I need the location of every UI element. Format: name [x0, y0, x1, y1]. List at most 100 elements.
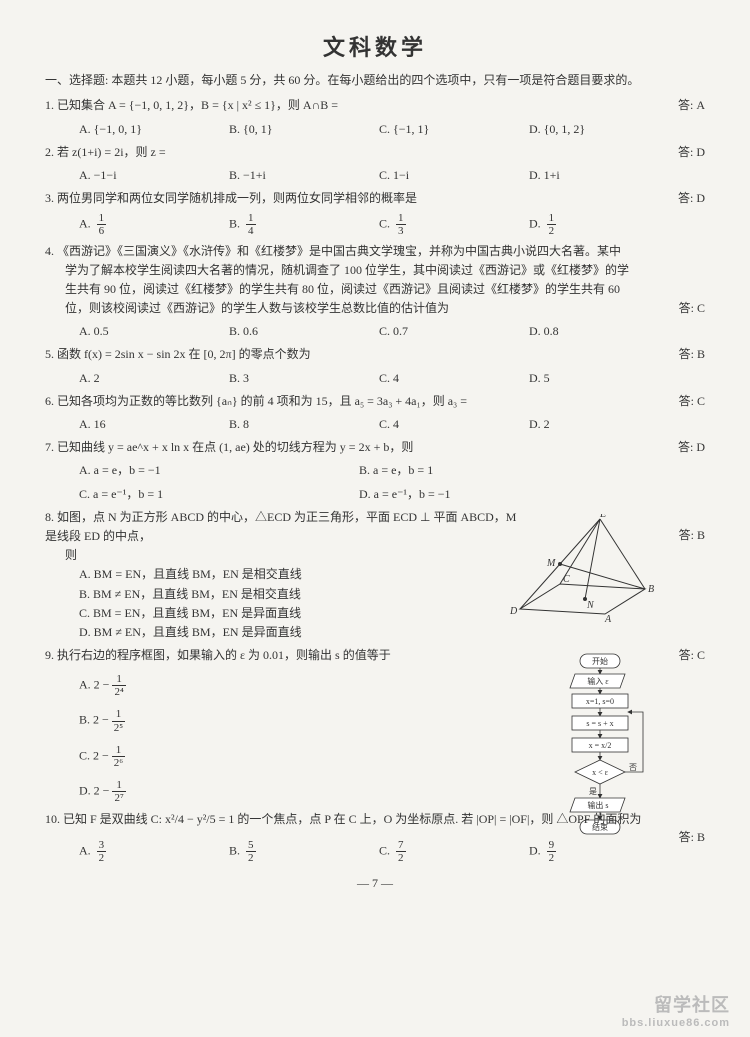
- q4-line2: 学为了解本校学生阅读四大名著的情况，随机调查了 100 位学生，其中阅读过《西游…: [65, 261, 645, 280]
- question-10: 10. 已知 F 是双曲线 C: x²/4 − y²/5 = 1 的一个焦点，点…: [45, 810, 705, 829]
- q5-options: A. 2 B. 3 C. 4 D. 5: [79, 369, 705, 388]
- flow-cond: x < ε: [592, 768, 609, 777]
- q5-opt-d: D. 5: [529, 369, 679, 388]
- flow-out: 输出 s: [587, 800, 608, 810]
- q4-line1: 4. 《西游记》《三国演义》《水浒传》和《红楼梦》是中国古典文学瑰宝，并称为中国…: [45, 242, 645, 261]
- q3-opt-a: A. 16: [79, 212, 229, 237]
- q2-opt-c: C. 1−i: [379, 166, 529, 185]
- q1-options: A. {−1, 0, 1} B. {0, 1} C. {−1, 1} D. {0…: [79, 120, 705, 139]
- q1-answer: 答: A: [678, 96, 705, 115]
- q7-opt-c: C. a = e⁻¹，b = 1: [79, 485, 359, 504]
- q4-opt-c: C. 0.7: [379, 322, 529, 341]
- q6-text: 6. 已知各项均为正数的等比数列 {aₙ} 的前 4 项和为 15，且 a₅ =…: [45, 394, 467, 408]
- q9-opt-d: D. 2 − 12⁷: [79, 779, 555, 804]
- q2-opt-d: D. 1+i: [529, 166, 679, 185]
- q7-answer: 答: D: [678, 438, 705, 457]
- page-number: — 7 —: [45, 874, 705, 893]
- q6-opt-d: D. 2: [529, 415, 679, 434]
- q2-opt-b: B. −1+i: [229, 166, 379, 185]
- flow-step: s = s + x: [586, 719, 613, 728]
- q2-opt-a: A. −1−i: [79, 166, 229, 185]
- q8-line2: 则: [65, 546, 525, 565]
- q8-opt-b: B. BM ≠ EN，且直线 BM，EN 是相交直线: [79, 585, 525, 604]
- q9-text: 9. 执行右边的程序框图，如果输入的 ε 为 0.01，则输出 s 的值等于: [45, 648, 391, 662]
- q6-options: A. 16 B. 8 C. 4 D. 2: [79, 415, 705, 434]
- watermark-main: 留学社区: [654, 995, 730, 1015]
- q10-text: 10. 已知 F 是双曲线 C: x²/4 − y²/5 = 1 的一个焦点，点…: [45, 812, 641, 826]
- q9-opt-a: A. 2 − 12⁴: [79, 673, 555, 698]
- q3-answer: 答: D: [678, 189, 705, 208]
- q5-opt-c: C. 4: [379, 369, 529, 388]
- exam-page: 文科数学 一、选择题: 本题共 12 小题，每小题 5 分，共 60 分。在每小…: [0, 0, 750, 914]
- label-C: C: [563, 574, 570, 585]
- q5-text: 5. 函数 f(x) = 2sin x − sin 2x 在 [0, 2π] 的…: [45, 347, 311, 361]
- q6-opt-c: C. 4: [379, 415, 529, 434]
- q1-opt-b: B. {0, 1}: [229, 120, 379, 139]
- question-2: 2. 若 z(1+i) = 2i，则 z = 答: D: [45, 143, 705, 162]
- q10-answer: 答: B: [679, 828, 705, 847]
- question-9: 9. 执行右边的程序框图，如果输入的 ε 为 0.01，则输出 s 的值等于 答…: [45, 646, 705, 804]
- question-6: 6. 已知各项均为正数的等比数列 {aₙ} 的前 4 项和为 15，且 a₅ =…: [45, 392, 705, 411]
- q9-opt-b: B. 2 − 12⁵: [79, 708, 555, 733]
- q7-opt-a: A. a = e，b = −1: [79, 461, 359, 480]
- label-N: N: [586, 600, 595, 611]
- watermark: 留学社区 bbs.liuxue86.com: [622, 991, 730, 1029]
- q10-opt-b: B. 52: [229, 839, 379, 864]
- q7-options-row2: C. a = e⁻¹，b = 1 D. a = e⁻¹，b = −1: [79, 485, 705, 504]
- question-3: 3. 两位男同学和两位女同学随机排成一列，则两位女同学相邻的概率是 答: D: [45, 189, 705, 208]
- label-D: D: [509, 606, 518, 617]
- q8-line1: 8. 如图，点 N 为正方形 ABCD 的中心，△ECD 为正三角形，平面 EC…: [45, 508, 525, 546]
- label-B: B: [648, 584, 654, 595]
- label-A: A: [604, 614, 612, 624]
- q3-text: 3. 两位男同学和两位女同学随机排成一列，则两位女同学相邻的概率是: [45, 191, 417, 205]
- q1-opt-a: A. {−1, 0, 1}: [79, 120, 229, 139]
- q6-opt-a: A. 16: [79, 415, 229, 434]
- q7-text: 7. 已知曲线 y = ae^x + x ln x 在点 (1, ae) 处的切…: [45, 440, 413, 454]
- flow-init: x=1, s=0: [586, 697, 614, 706]
- q9-opt-c: C. 2 − 12⁶: [79, 744, 555, 769]
- q10-opt-a: A. 32: [79, 839, 229, 864]
- q4-opt-b: B. 0.6: [229, 322, 379, 341]
- q2-text: 2. 若 z(1+i) = 2i，则 z =: [45, 145, 166, 159]
- q8-answer: 答: B: [679, 526, 705, 545]
- question-7: 7. 已知曲线 y = ae^x + x ln x 在点 (1, ae) 处的切…: [45, 438, 705, 457]
- q5-answer: 答: B: [679, 345, 705, 364]
- q8-opt-c: C. BM = EN，且直线 BM，EN 是异面直线: [79, 604, 525, 623]
- page-title: 文科数学: [45, 30, 705, 65]
- q8-opt-d: D. BM ≠ EN，且直线 BM，EN 是异面直线: [79, 623, 525, 642]
- flow-half: x = x/2: [589, 741, 612, 750]
- label-M: M: [546, 558, 556, 569]
- q4-answer: 答: C: [679, 299, 705, 318]
- q1-opt-c: C. {−1, 1}: [379, 120, 529, 139]
- q9-answer: 答: C: [679, 646, 705, 665]
- flow-yes: 是: [589, 787, 597, 796]
- q1-opt-d: D. {0, 1, 2}: [529, 120, 679, 139]
- q3-opt-d: D. 12: [529, 212, 679, 237]
- q4-opt-a: A. 0.5: [79, 322, 229, 341]
- question-1: 1. 已知集合 A = {−1, 0, 1, 2}，B = {x | x² ≤ …: [45, 96, 705, 115]
- q7-opt-b: B. a = e，b = 1: [359, 461, 639, 480]
- q4-opt-d: D. 0.8: [529, 322, 679, 341]
- q10-opt-c: C. 72: [379, 839, 529, 864]
- watermark-sub: bbs.liuxue86.com: [622, 1017, 730, 1029]
- q2-options: A. −1−i B. −1+i C. 1−i D. 1+i: [79, 166, 705, 185]
- q3-opt-b: B. 14: [229, 212, 379, 237]
- q2-answer: 答: D: [678, 143, 705, 162]
- label-E: E: [599, 514, 606, 520]
- q1-text: 1. 已知集合 A = {−1, 0, 1, 2}，B = {x | x² ≤ …: [45, 98, 338, 112]
- question-5: 5. 函数 f(x) = 2sin x − sin 2x 在 [0, 2π] 的…: [45, 345, 705, 364]
- q6-answer: 答: C: [679, 392, 705, 411]
- q4-line3: 生共有 90 位，阅读过《红楼梦》的学生共有 80 位，阅读过《西游记》且阅读过…: [65, 280, 645, 299]
- flow-start: 开始: [592, 656, 608, 666]
- q4-options: A. 0.5 B. 0.6 C. 0.7 D. 0.8: [79, 322, 705, 341]
- question-8: 8. 如图，点 N 为正方形 ABCD 的中心，△ECD 为正三角形，平面 EC…: [45, 508, 705, 642]
- section-heading: 一、选择题: 本题共 12 小题，每小题 5 分，共 60 分。在每小题给出的四…: [45, 71, 705, 90]
- q6-opt-b: B. 8: [229, 415, 379, 434]
- q3-opt-c: C. 13: [379, 212, 529, 237]
- q4-line4: 位，则该校阅读过《西游记》的学生人数与该校学生总数比值的估计值为: [65, 299, 645, 318]
- q7-options-row1: A. a = e，b = −1 B. a = e，b = 1: [79, 461, 705, 480]
- q3-options: A. 16 B. 14 C. 13 D. 12: [79, 212, 705, 237]
- q7-opt-d: D. a = e⁻¹，b = −1: [359, 485, 639, 504]
- geometry-diagram: E M C D A B N: [505, 514, 655, 624]
- question-4: 4. 《西游记》《三国演义》《水浒传》和《红楼梦》是中国古典文学瑰宝，并称为中国…: [45, 242, 705, 319]
